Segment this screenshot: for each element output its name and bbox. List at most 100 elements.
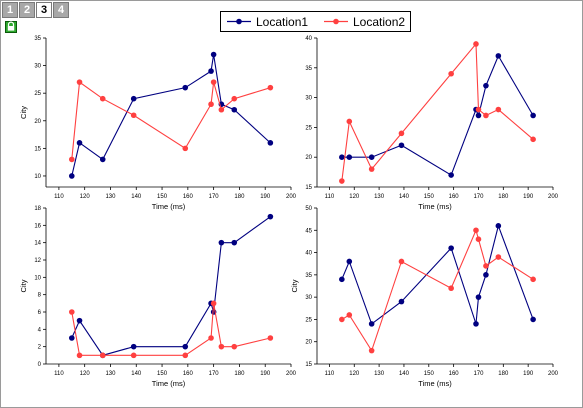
panel-2-x-tick-label: 180 bbox=[498, 194, 509, 200]
panel-1-location2-point bbox=[267, 84, 274, 91]
panel-4-x-tick-label: 160 bbox=[449, 371, 460, 377]
panel-2-y-tick-label: 20 bbox=[305, 155, 312, 161]
panel-2-x-tick-label: 110 bbox=[325, 194, 335, 200]
panel-1-location2-line bbox=[71, 81, 271, 160]
panel-4-location2-point bbox=[339, 316, 345, 323]
panel-1-location2-point bbox=[130, 112, 137, 119]
panel-4-location1-point bbox=[483, 272, 489, 278]
panel-2-location1-line bbox=[341, 54, 534, 176]
panel-2-location1-point bbox=[475, 112, 482, 119]
panel-2-location2-point bbox=[346, 118, 353, 125]
panel-4-location2-point bbox=[473, 227, 479, 234]
panel-1-location1-point bbox=[182, 84, 189, 91]
panel-3-x-tick-label: 180 bbox=[234, 371, 245, 377]
panel-2-y-tick-label: 35 bbox=[305, 66, 312, 72]
panel-2-x-tick-label: 200 bbox=[548, 194, 559, 200]
panel-3-location1-point bbox=[267, 213, 274, 220]
panel-3-x-tick-label: 110 bbox=[54, 371, 64, 377]
panel-1-x-tick-label: 160 bbox=[183, 194, 194, 200]
panel-1-x-tick-label: 190 bbox=[260, 194, 271, 200]
panel-3-location2-line bbox=[71, 303, 271, 356]
panel-4-location1-point bbox=[495, 223, 502, 229]
panel-2-location2-point bbox=[368, 166, 375, 172]
panel-1-location1-point bbox=[208, 68, 214, 74]
panel-3-y-tick-label: 18 bbox=[34, 206, 41, 212]
panel-1-location1-point bbox=[210, 51, 217, 58]
panel-4-location2-point bbox=[495, 254, 502, 260]
panel-1-y-tick-label: 10 bbox=[34, 174, 41, 180]
panel-1-x-tick-label: 130 bbox=[105, 194, 116, 200]
panel-3-y-tick-label: 10 bbox=[34, 275, 41, 281]
panel-1-location1-point bbox=[231, 106, 238, 113]
panel-3-group: 110 120 130 140 150 160 170 180 190 200 0 2 4 6 8 10 12 1… bbox=[19, 206, 297, 388]
legend[interactable]: Location1 Location2 bbox=[220, 11, 411, 32]
panel-1-y-tick-label: 30 bbox=[34, 64, 41, 70]
panel-1-location2-point bbox=[68, 156, 75, 163]
panel-2-location1-point bbox=[339, 154, 345, 160]
panel-3-y-tick-label: 8 bbox=[38, 293, 42, 299]
panel-1-x-tick-label: 140 bbox=[131, 194, 142, 200]
layer-tab-3[interactable]: 3 bbox=[36, 2, 52, 18]
panel-2-x-tick-label: 190 bbox=[523, 194, 534, 200]
panel-4-y-tick-label: 15 bbox=[305, 362, 312, 368]
panel-3-y-tick-label: 4 bbox=[38, 327, 42, 333]
panel-3-x-tick-label: 170 bbox=[209, 371, 220, 377]
panel-4-x-tick-label: 190 bbox=[523, 371, 534, 377]
panel-1-location2-point bbox=[218, 106, 225, 113]
panel-4-location2-point bbox=[346, 312, 353, 318]
panel-1-location2-point bbox=[210, 79, 217, 85]
panel-4-y-tick-label: 50 bbox=[305, 206, 312, 212]
panel-2-location2-point bbox=[475, 106, 482, 113]
panel-4-location1-point bbox=[398, 298, 405, 305]
panel-3-location1-point bbox=[231, 239, 238, 246]
panel-1-location1-line bbox=[71, 54, 271, 177]
panel-3-y-tick-label: 6 bbox=[38, 310, 42, 316]
panel-4-x-tick-label: 120 bbox=[349, 371, 360, 377]
panel-4-x-tick-label: 200 bbox=[548, 371, 559, 377]
panel-4-x-tick-label: 170 bbox=[473, 371, 484, 377]
panel-4-location1-point bbox=[475, 294, 482, 300]
panel-4-y-tick-label: 20 bbox=[305, 340, 312, 346]
layer-tab-2[interactable]: 2 bbox=[19, 2, 35, 18]
panel-1-x-tick-label: 150 bbox=[157, 194, 168, 200]
layer-tab-1[interactable]: 1 bbox=[2, 2, 18, 18]
panel-2-location1-point bbox=[530, 112, 536, 119]
panel-3-y-tick-label: 14 bbox=[34, 241, 41, 247]
panel-4-x-axis-title: Time (ms) bbox=[418, 379, 452, 388]
legend-label-location2: Location2 bbox=[353, 15, 405, 29]
panel-1-location2-point bbox=[99, 95, 106, 102]
panel-3-location1-point bbox=[76, 317, 83, 324]
panel-1-location1-point bbox=[68, 173, 75, 179]
panel-4-x-tick-label: 180 bbox=[498, 371, 509, 377]
panel-4-location1-point bbox=[530, 316, 536, 323]
panel-1-x-axis-title: Time (ms) bbox=[152, 202, 186, 211]
panel-2-location2-point bbox=[530, 136, 536, 143]
panel-2-y-tick-label: 15 bbox=[305, 185, 312, 191]
panel-1-location1-point bbox=[99, 156, 106, 163]
panel-1-location2-point bbox=[76, 79, 83, 85]
panel-3-location2-point bbox=[218, 343, 225, 350]
layer-tab-4[interactable]: 4 bbox=[53, 2, 69, 18]
panel-4-location2-point bbox=[475, 236, 482, 242]
panel-4-location1-point bbox=[346, 258, 353, 265]
panel-4-x-tick-label: 140 bbox=[399, 371, 410, 377]
panel-2-location1-point bbox=[495, 53, 502, 59]
legend-marker-location2 bbox=[333, 18, 339, 25]
panel-3-location2-point bbox=[231, 343, 238, 350]
panel-1-x-tick-label: 180 bbox=[234, 194, 245, 200]
panel-4-location1-line bbox=[341, 223, 534, 325]
legend-marker-location1 bbox=[236, 18, 242, 25]
panel-3-y-tick-label: 16 bbox=[34, 223, 41, 229]
panel-4-y-axis-title: City bbox=[290, 279, 299, 292]
panel-2-location2-point bbox=[448, 70, 454, 77]
panel-1-y-axis-title: City bbox=[19, 106, 28, 119]
panel-3-location2-point bbox=[68, 309, 75, 315]
panel-3-y-tick-label: 12 bbox=[34, 258, 41, 264]
panel-3-x-tick-label: 160 bbox=[183, 371, 194, 377]
lock-icon[interactable] bbox=[5, 21, 17, 33]
panel-1-location1-point bbox=[76, 140, 83, 146]
panel-4-y-tick-label: 35 bbox=[305, 273, 312, 279]
panel-2-x-tick-label: 130 bbox=[374, 194, 385, 200]
panel-1-y-tick-label: 20 bbox=[34, 119, 41, 125]
